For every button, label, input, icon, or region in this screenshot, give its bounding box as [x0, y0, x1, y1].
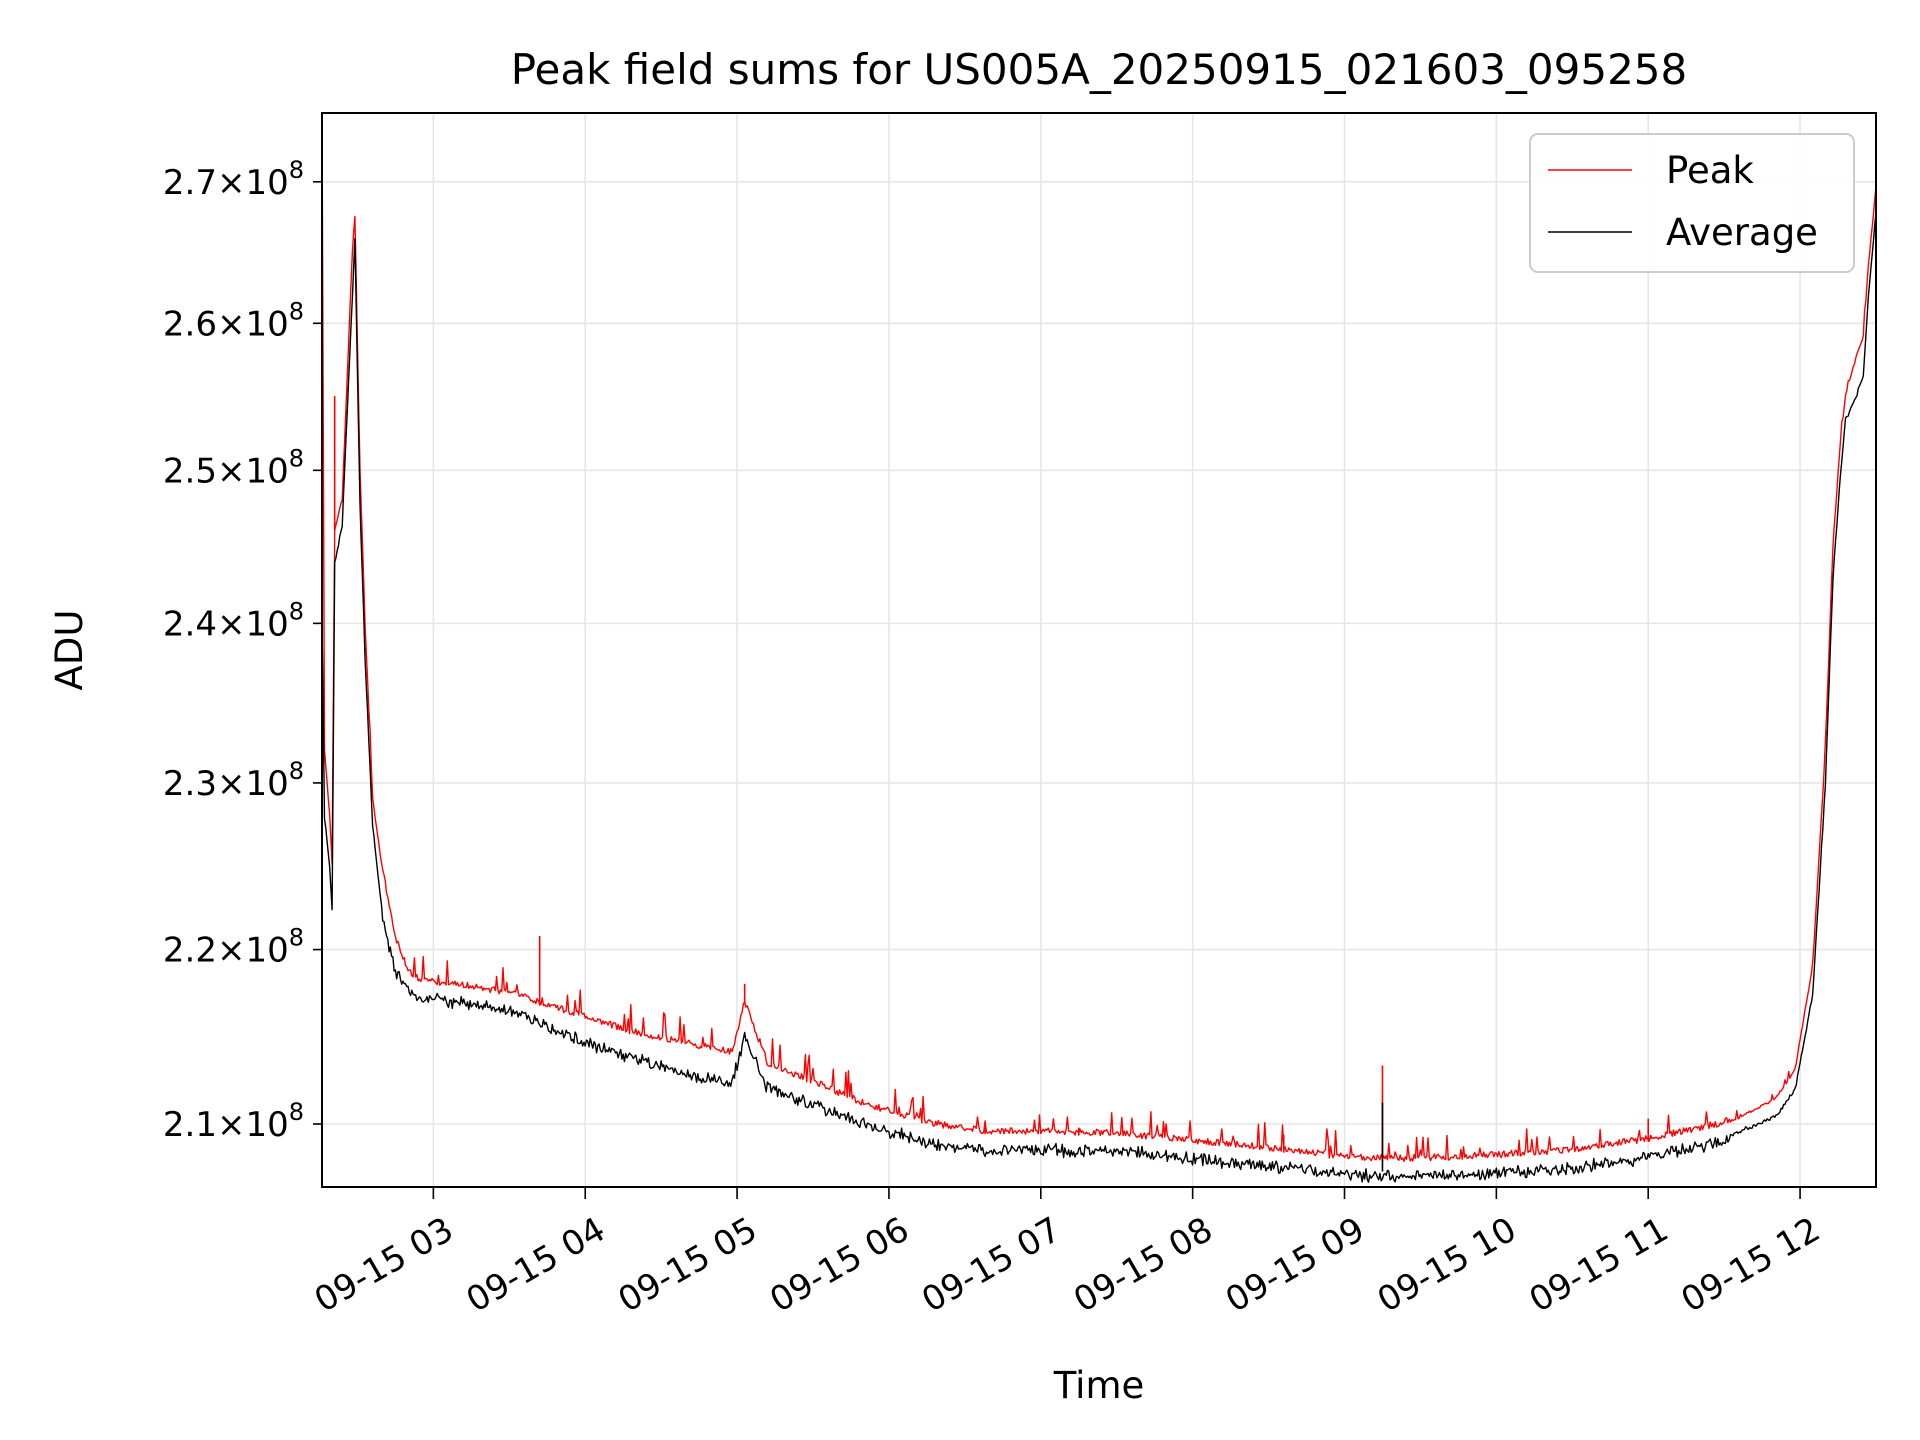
y-tick-mantissa: 2.3 — [163, 764, 217, 804]
y-tick-label: 2.7×108 — [163, 156, 304, 203]
series-layer — [321, 112, 1877, 1183]
y-tick-mantissa: 2.7 — [163, 163, 217, 203]
y-tick-exponent: 8 — [289, 757, 304, 785]
y-tick-exponent: 8 — [289, 156, 304, 184]
y-tick-exponent: 8 — [289, 597, 304, 625]
y-tick-mantissa: 2.5 — [163, 451, 217, 491]
y-tick-exponent: 8 — [289, 297, 304, 325]
y-tick-mantissa: 2.4 — [163, 604, 217, 644]
y-tick-base: 10 — [245, 451, 288, 491]
y-tick-times: × — [217, 604, 246, 644]
chart-legend: Peak Average — [1529, 133, 1855, 273]
y-tick-mantissa: 2.6 — [163, 304, 217, 344]
series-line-peak — [321, 112, 1877, 1163]
y-tick-base: 10 — [245, 304, 288, 344]
series-line-average — [321, 212, 1877, 1183]
chart-title: Peak field sums for US005A_20250915_0216… — [511, 45, 1688, 94]
y-tick-times: × — [217, 304, 246, 344]
y-tick-label: 2.5×108 — [163, 444, 304, 491]
legend-label-average: Average — [1666, 211, 1818, 254]
legend-box — [1529, 133, 1855, 273]
y-tick-times: × — [217, 1105, 246, 1145]
y-tick-base: 10 — [245, 764, 288, 804]
y-tick-exponent: 8 — [289, 1098, 304, 1126]
grid-lines — [322, 113, 1876, 1187]
y-tick-exponent: 8 — [289, 444, 304, 472]
y-tick-mantissa: 2.1 — [163, 1105, 217, 1145]
y-tick-label: 2.2×108 — [163, 924, 304, 971]
legend-label-peak: Peak — [1666, 149, 1754, 192]
y-tick-base: 10 — [245, 1105, 288, 1145]
x-axis-label: Time — [1053, 1364, 1145, 1407]
y-tick-base: 10 — [245, 604, 288, 644]
y-tick-times: × — [217, 931, 246, 971]
plot-area-frame — [321, 112, 1877, 1188]
y-tick-times: × — [217, 163, 246, 203]
y-axis-label: ADU — [48, 610, 91, 691]
y-tick-label: 2.6×108 — [163, 297, 304, 344]
y-tick-exponent: 8 — [289, 924, 304, 952]
y-tick-label: 2.3×108 — [163, 757, 304, 804]
y-tick-times: × — [217, 451, 246, 491]
y-tick-times: × — [217, 764, 246, 804]
y-axis-ticks: 2.1×1082.2×1082.3×1082.4×1082.5×1082.6×1… — [163, 156, 322, 1145]
y-tick-base: 10 — [245, 163, 288, 203]
y-tick-mantissa: 2.2 — [163, 931, 217, 971]
y-tick-label: 2.1×108 — [163, 1098, 304, 1145]
y-tick-label: 2.4×108 — [163, 597, 304, 644]
y-tick-base: 10 — [245, 931, 288, 971]
